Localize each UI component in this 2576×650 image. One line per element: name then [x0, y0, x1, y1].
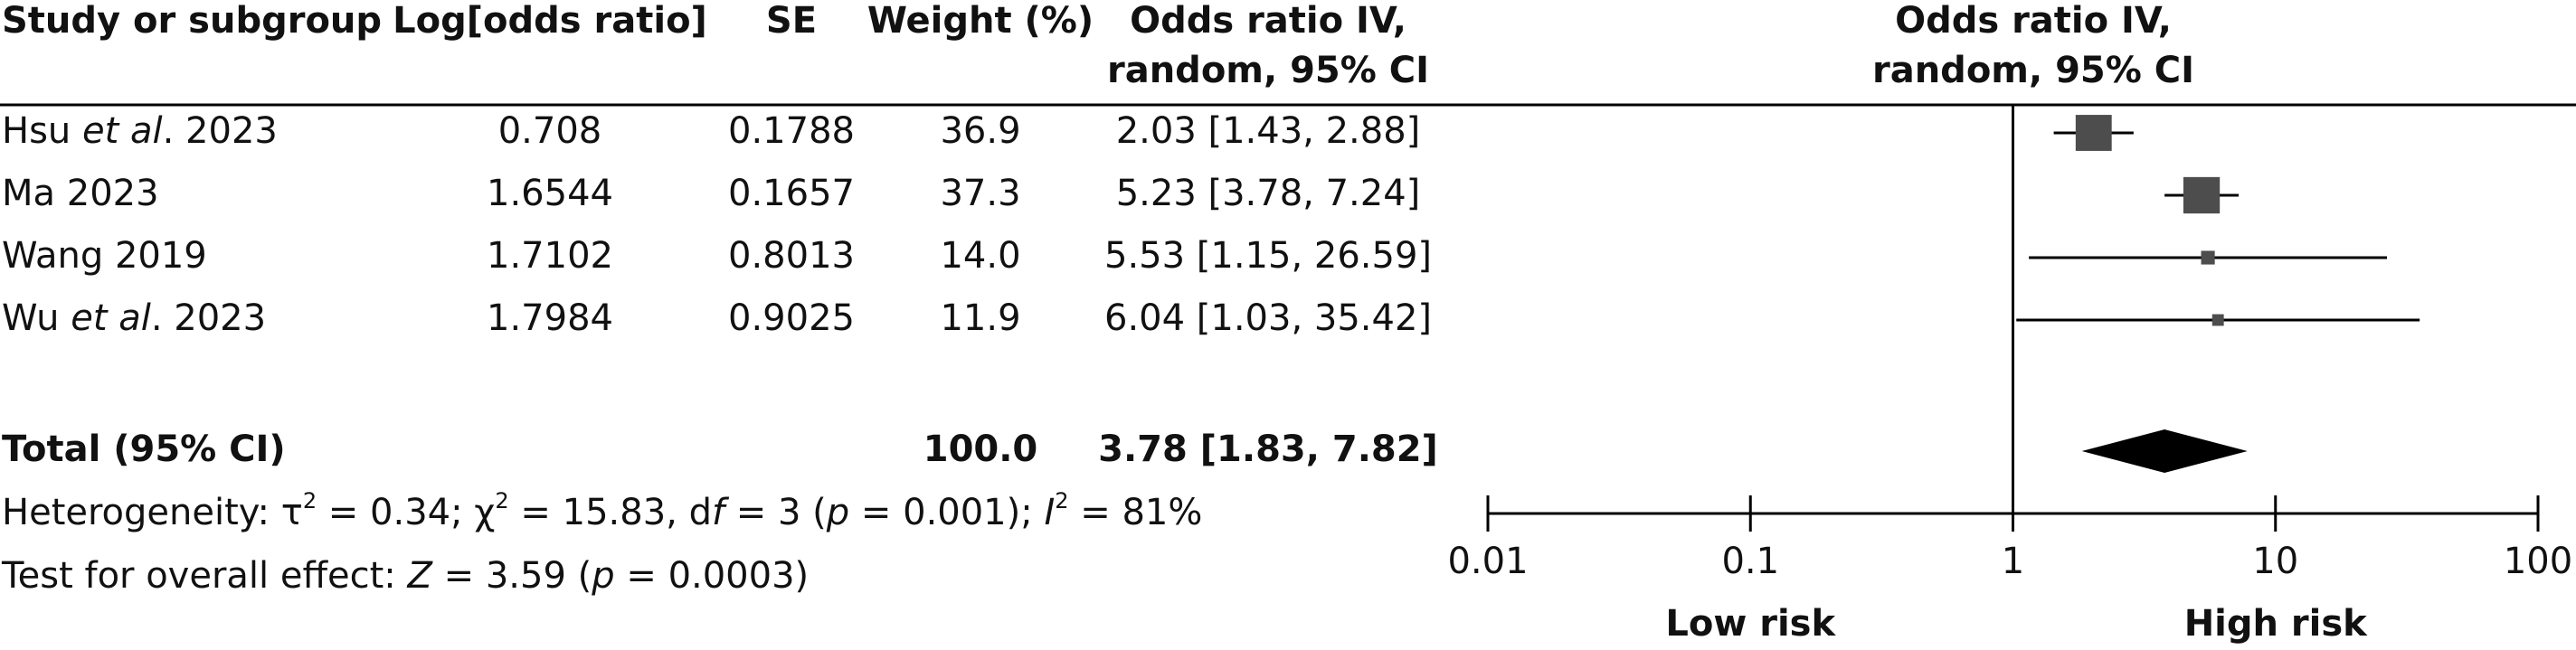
text-segment: Hsu: [2, 110, 82, 152]
weight: 36.9: [940, 110, 1020, 152]
column-header: Study or subgroup: [2, 0, 382, 42]
x-tick-label: 100: [2504, 541, 2572, 582]
weight: 37.3: [940, 173, 1020, 214]
text-segment: 2: [495, 488, 508, 513]
ci-label: 6.04 [1.03, 35.42]: [1104, 297, 1432, 339]
text-segment: . 2023: [151, 297, 266, 339]
text-segment: Wang 2019: [2, 235, 207, 277]
x-axis-label: High risk: [2184, 603, 2368, 645]
text-segment: Z: [407, 555, 434, 597]
text-segment: Ma 2023: [2, 173, 159, 214]
text-segment: . 2023: [163, 110, 278, 152]
total-ci-label: 3.78 [1.83, 7.82]: [1098, 429, 1438, 470]
weight: 11.9: [940, 297, 1020, 339]
total-diamond: [2081, 429, 2248, 473]
text-segment: = 0.001);: [849, 492, 1044, 533]
text-segment: I: [1044, 492, 1055, 533]
overall-effect: Test for overall effect: Z = 3.59 (p = 0…: [1, 555, 809, 597]
plot-header: random, 95% CI: [1872, 50, 2194, 91]
study-marker: [2183, 176, 2221, 214]
text-segment: et al: [82, 110, 163, 152]
text-segment: = 3 (: [724, 492, 827, 533]
text-segment: Test for overall effect:: [1, 555, 408, 597]
study-name: Wang 2019: [2, 235, 207, 277]
text-segment: p: [826, 492, 849, 533]
column-header: Log[odds ratio]: [393, 0, 707, 42]
x-tick-label: 0.1: [1721, 541, 1779, 582]
text-segment: Wu: [2, 297, 71, 339]
log-odds: 1.7102: [487, 235, 613, 277]
text-segment: Heterogeneity: τ: [2, 492, 303, 533]
column-header: Odds ratio IV,: [1130, 0, 1406, 42]
log-odds: 0.708: [498, 110, 602, 152]
text-segment: = 3.59 (: [432, 555, 592, 597]
log-odds: 1.7984: [487, 297, 613, 339]
column-header: random, 95% CI: [1107, 50, 1429, 91]
weight: 14.0: [940, 235, 1020, 277]
text-segment: 2: [303, 488, 317, 513]
plot-header: Odds ratio IV,: [1895, 0, 2172, 42]
se: 0.8013: [728, 235, 855, 277]
text-segment: = 0.0003): [615, 555, 810, 597]
x-axis-label: Low risk: [1665, 603, 1836, 645]
column-header: SE: [766, 0, 817, 42]
log-odds: 1.6544: [487, 173, 613, 214]
se: 0.1657: [728, 173, 855, 214]
study-marker: [2075, 115, 2112, 151]
study-name: Ma 2023: [2, 173, 159, 214]
total-name: Total (95% CI): [2, 429, 286, 470]
text-segment: = 0.34; χ: [317, 492, 495, 533]
x-tick-label: 10: [2252, 541, 2298, 582]
heterogeneity: Heterogeneity: τ2 = 0.34; χ2 = 15.83, df…: [2, 488, 1202, 533]
text-segment: p: [591, 555, 614, 597]
text-segment: = 81%: [1069, 492, 1203, 533]
study-name: Hsu et al. 2023: [2, 110, 278, 152]
study-marker: [2201, 250, 2215, 265]
ci-label: 2.03 [1.43, 2.88]: [1116, 110, 1421, 152]
text-segment: = 15.83, d: [509, 492, 712, 533]
total-weight: 100.0: [923, 429, 1038, 470]
column-header: Weight (%): [867, 0, 1094, 42]
x-tick-label: 1: [2002, 541, 2024, 582]
ci-label: 5.53 [1.15, 26.59]: [1104, 235, 1432, 277]
se: 0.1788: [728, 110, 855, 152]
study-name: Wu et al. 2023: [2, 297, 266, 339]
text-segment: 2: [1055, 488, 1068, 513]
se: 0.9025: [728, 297, 855, 339]
text-segment: et al: [71, 297, 151, 339]
study-marker: [2211, 314, 2224, 326]
ci-label: 5.23 [3.78, 7.24]: [1116, 173, 1421, 214]
x-tick-label: 0.01: [1447, 541, 1528, 582]
